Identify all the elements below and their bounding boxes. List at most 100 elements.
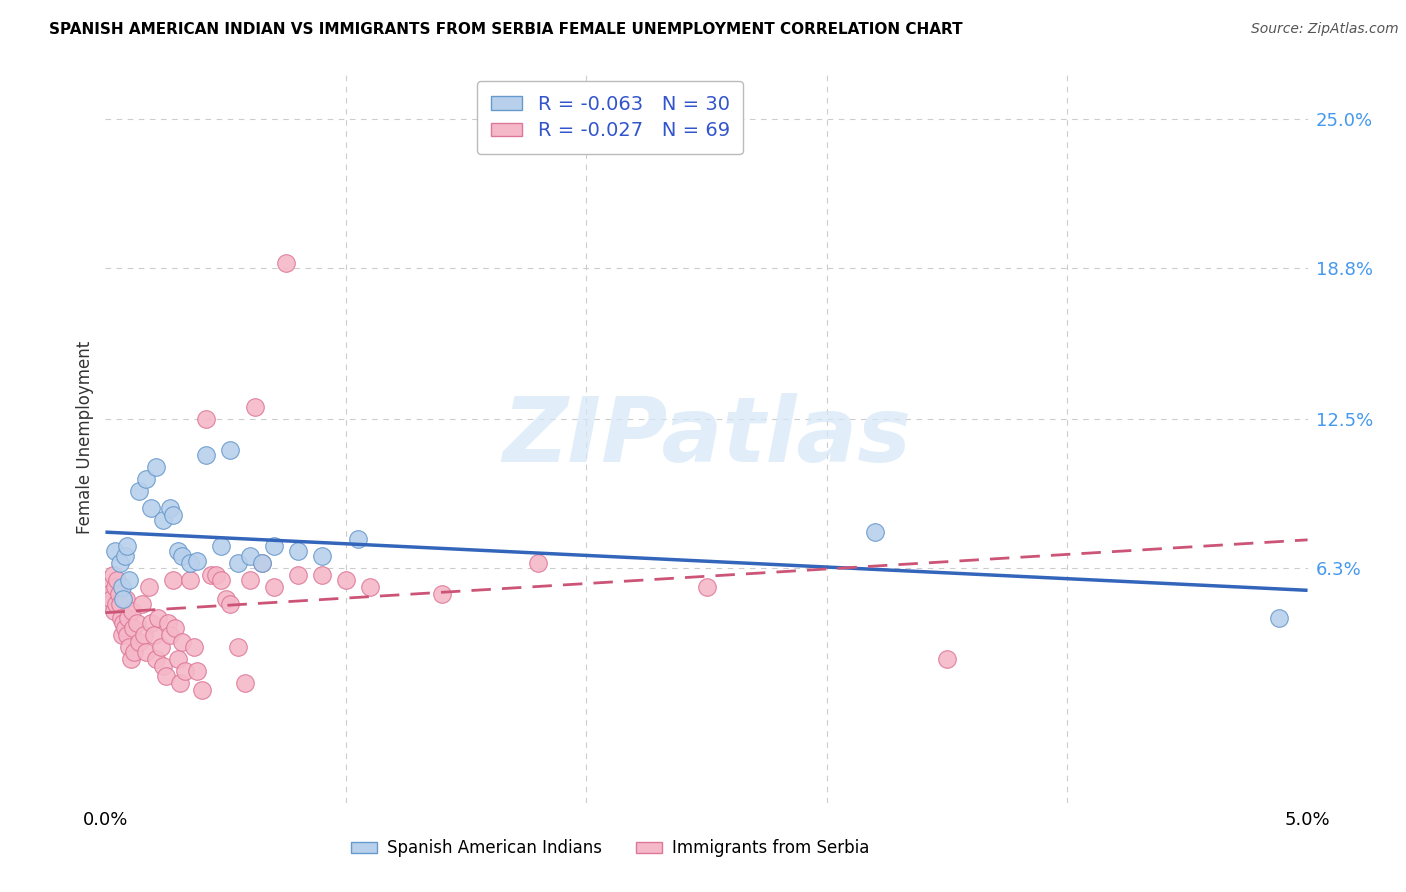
Point xyxy=(169,676,191,690)
Point xyxy=(186,664,208,678)
Point xyxy=(233,676,256,690)
Point xyxy=(226,556,249,570)
Point xyxy=(111,628,134,642)
Point xyxy=(190,683,212,698)
Point xyxy=(104,544,127,558)
Point xyxy=(105,597,128,611)
Point xyxy=(159,500,181,515)
Point xyxy=(112,591,135,606)
Point xyxy=(239,573,262,587)
Point xyxy=(179,573,201,587)
Point xyxy=(124,645,146,659)
Point xyxy=(243,400,266,414)
Point xyxy=(430,587,453,601)
Point xyxy=(118,640,141,654)
Point xyxy=(118,573,141,587)
Point xyxy=(115,539,138,553)
Point xyxy=(145,460,167,475)
Point xyxy=(152,513,174,527)
Point xyxy=(172,635,194,649)
Point xyxy=(115,591,138,606)
Point xyxy=(114,549,136,563)
Point xyxy=(114,621,136,635)
Point xyxy=(219,443,242,458)
Point xyxy=(359,580,381,594)
Point xyxy=(172,549,194,563)
Point xyxy=(179,556,201,570)
Point xyxy=(128,483,150,498)
Point xyxy=(696,580,718,594)
Point xyxy=(186,553,208,567)
Y-axis label: Female Unemployment: Female Unemployment xyxy=(76,341,94,533)
Point xyxy=(1267,611,1289,625)
Point xyxy=(165,621,187,635)
Point xyxy=(527,556,550,570)
Point xyxy=(128,635,150,649)
Point xyxy=(117,611,139,625)
Point xyxy=(347,532,370,546)
Point xyxy=(104,580,127,594)
Point xyxy=(110,611,132,625)
Point xyxy=(863,524,886,539)
Point xyxy=(155,669,177,683)
Point xyxy=(97,580,120,594)
Point xyxy=(139,615,162,630)
Point xyxy=(120,652,142,666)
Point xyxy=(139,500,162,515)
Point xyxy=(138,580,160,594)
Point xyxy=(263,539,285,553)
Point xyxy=(112,615,135,630)
Point xyxy=(183,640,205,654)
Point xyxy=(195,448,218,462)
Point xyxy=(250,556,273,570)
Point xyxy=(173,664,195,678)
Point xyxy=(152,659,174,673)
Point xyxy=(195,412,218,426)
Point xyxy=(121,604,143,618)
Point xyxy=(335,573,357,587)
Point xyxy=(311,568,333,582)
Point xyxy=(166,652,188,666)
Point xyxy=(209,573,232,587)
Point xyxy=(311,549,333,563)
Point xyxy=(135,472,157,486)
Point xyxy=(115,628,138,642)
Point xyxy=(159,628,181,642)
Point xyxy=(226,640,249,654)
Point xyxy=(239,549,262,563)
Text: ZIPatlas: ZIPatlas xyxy=(502,393,911,481)
Point xyxy=(162,573,184,587)
Point xyxy=(142,628,165,642)
Point xyxy=(131,597,153,611)
Point xyxy=(148,611,170,625)
Point xyxy=(162,508,184,522)
Point xyxy=(101,568,124,582)
Point xyxy=(205,568,228,582)
Point xyxy=(287,544,309,558)
Point xyxy=(122,621,145,635)
Text: SPANISH AMERICAN INDIAN VS IMMIGRANTS FROM SERBIA FEMALE UNEMPLOYMENT CORRELATIO: SPANISH AMERICAN INDIAN VS IMMIGRANTS FR… xyxy=(49,22,963,37)
Point xyxy=(98,587,121,601)
Point xyxy=(209,539,232,553)
Point xyxy=(145,652,167,666)
Point xyxy=(125,615,148,630)
Legend: Spanish American Indians, Immigrants from Serbia: Spanish American Indians, Immigrants fro… xyxy=(344,832,876,864)
Point xyxy=(156,615,179,630)
Point xyxy=(250,556,273,570)
Point xyxy=(263,580,285,594)
Text: Source: ZipAtlas.com: Source: ZipAtlas.com xyxy=(1251,22,1399,37)
Point xyxy=(98,597,121,611)
Point xyxy=(100,591,122,606)
Point xyxy=(214,591,236,606)
Point xyxy=(135,645,157,659)
Point xyxy=(219,597,242,611)
Point xyxy=(166,544,188,558)
Point xyxy=(287,568,309,582)
Point xyxy=(149,640,172,654)
Point xyxy=(936,652,959,666)
Point xyxy=(108,597,131,611)
Point xyxy=(108,556,131,570)
Point xyxy=(107,587,129,601)
Point xyxy=(103,604,125,618)
Point xyxy=(111,580,134,594)
